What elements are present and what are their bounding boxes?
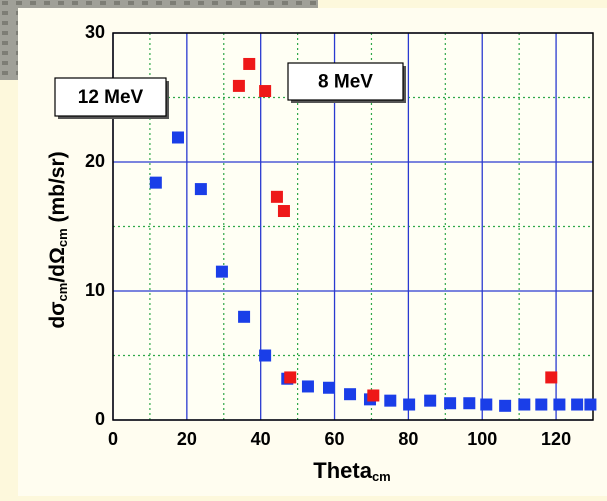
- data-point: [480, 399, 492, 411]
- data-point: [259, 350, 271, 362]
- x-tick-label: 80: [398, 429, 418, 449]
- data-point: [367, 389, 379, 401]
- data-point: [571, 399, 583, 411]
- data-point: [216, 266, 228, 278]
- data-point: [344, 388, 356, 400]
- x-axis-label-part: cm: [372, 469, 391, 484]
- page: 0204060801001200102030Thetacmdσcm/dΩcm (…: [0, 0, 607, 496]
- x-tick-label: 0: [108, 429, 118, 449]
- y-tick-label: 30: [85, 22, 105, 42]
- data-point: [323, 382, 335, 394]
- series-label: 12 MeV: [78, 87, 144, 108]
- x-tick-label: 120: [541, 429, 571, 449]
- data-point: [243, 58, 255, 70]
- data-point: [259, 85, 271, 97]
- series-label: 8 MeV: [318, 72, 373, 93]
- y-axis-label-part: cm: [55, 283, 70, 302]
- x-tick-label: 60: [325, 429, 345, 449]
- data-point: [150, 177, 162, 189]
- data-point: [553, 399, 565, 411]
- data-point: [518, 399, 530, 411]
- data-point: [195, 183, 207, 195]
- x-tick-label: 40: [251, 429, 271, 449]
- data-point: [233, 80, 245, 92]
- y-tick-label: 0: [95, 409, 105, 429]
- data-point: [424, 395, 436, 407]
- data-point: [278, 205, 290, 217]
- data-point: [271, 191, 283, 203]
- y-axis-label-part: dσ: [46, 301, 69, 328]
- x-tick-label: 100: [467, 429, 497, 449]
- data-point: [545, 371, 557, 383]
- chart: 0204060801001200102030Thetacmdσcm/dΩcm (…: [0, 0, 607, 496]
- y-axis-label-part: /dΩ: [46, 247, 69, 283]
- data-point: [403, 399, 415, 411]
- y-axis-label-part: cm: [55, 228, 70, 247]
- data-point: [284, 371, 296, 383]
- data-point: [238, 311, 250, 323]
- data-point: [384, 395, 396, 407]
- data-point: [584, 399, 596, 411]
- x-tick-label: 20: [177, 429, 197, 449]
- data-point: [444, 397, 456, 409]
- data-point: [302, 380, 314, 392]
- data-point: [463, 397, 475, 409]
- x-axis-label-part: Theta: [313, 458, 372, 483]
- data-point: [499, 400, 511, 412]
- data-point: [172, 131, 184, 143]
- y-axis-label-part: (mb/sr): [46, 151, 69, 228]
- y-tick-label: 20: [85, 151, 105, 171]
- y-tick-label: 10: [85, 280, 105, 300]
- data-point: [535, 399, 547, 411]
